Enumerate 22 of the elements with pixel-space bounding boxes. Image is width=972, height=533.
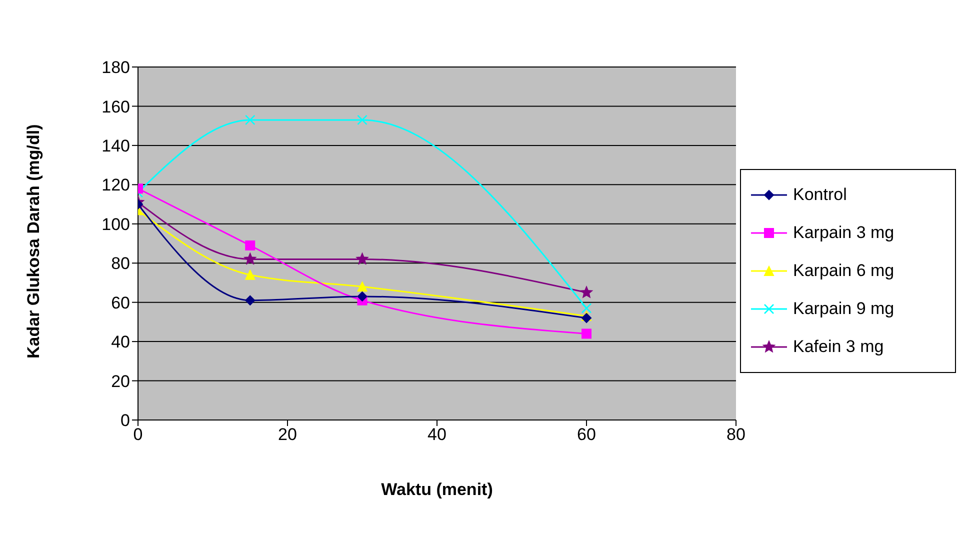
x-tick-label: 60 — [577, 425, 596, 444]
y-tick-label: 140 — [102, 136, 130, 156]
x-tick-label: 40 — [428, 425, 446, 444]
legend-label: Karpain 6 mg — [793, 260, 894, 280]
y-tick-label: 40 — [111, 332, 130, 352]
x-tick-label: 20 — [278, 425, 297, 444]
y-tick-label: 20 — [111, 372, 130, 391]
y-tick-label: 80 — [111, 254, 130, 274]
y-tick-label: 60 — [111, 293, 130, 312]
legend-label: Karpain 3 mg — [793, 222, 894, 242]
x-axis-title: Waktu (menit) — [381, 480, 493, 499]
y-tick-label: 0 — [120, 411, 130, 430]
y-axis-title: Kadar Glukosa Darah (mg/dl) — [24, 124, 44, 358]
y-tick-label: 160 — [102, 97, 130, 116]
legend-label: Kontrol — [793, 184, 847, 204]
y-tick-label: 180 — [102, 58, 130, 78]
legend-label: Karpain 9 mg — [793, 298, 894, 318]
y-tick-label: 120 — [102, 176, 130, 195]
x-tick-label: 0 — [133, 425, 143, 444]
y-tick-label: 100 — [102, 214, 130, 234]
x-tick-label: 80 — [726, 425, 746, 444]
legend-label: Kafein 3 mg — [793, 336, 884, 356]
